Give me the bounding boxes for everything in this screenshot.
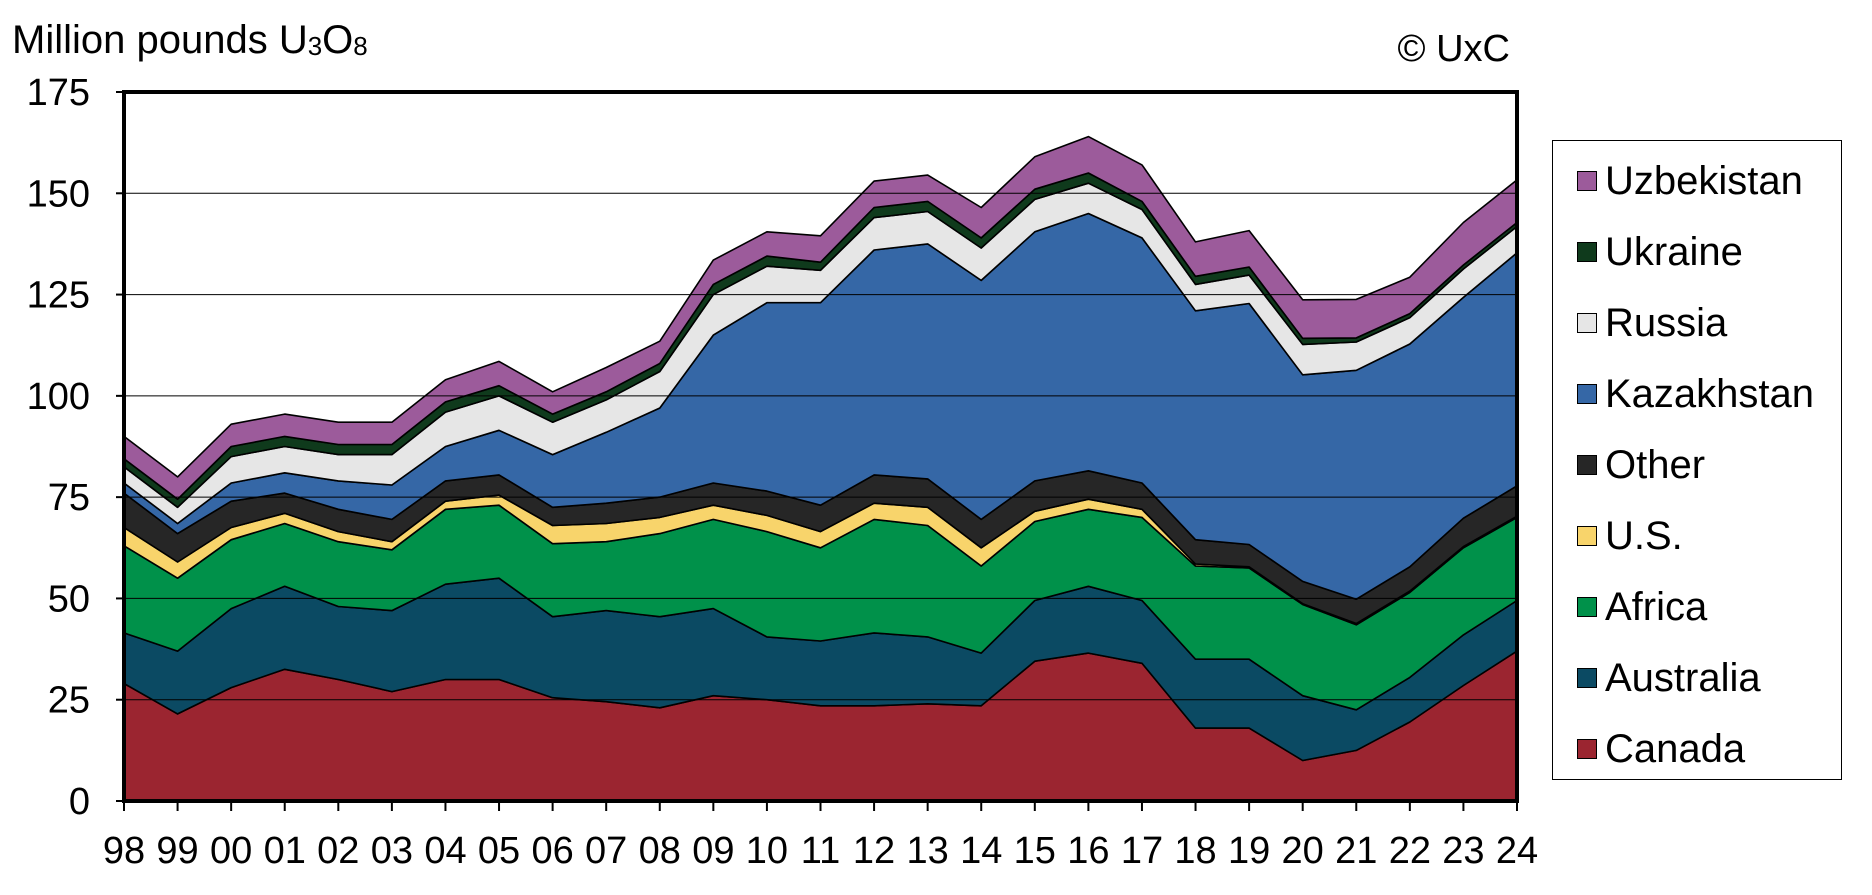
legend-item-other: Other bbox=[1577, 435, 1705, 495]
copyright-notice: © UxC bbox=[1397, 28, 1510, 70]
x-tick-label: 20 bbox=[1282, 830, 1324, 872]
legend-swatch bbox=[1577, 597, 1597, 617]
y-tick-label: 150 bbox=[27, 173, 90, 215]
legend-item-russia: Russia bbox=[1577, 293, 1727, 353]
legend-swatch bbox=[1577, 739, 1597, 759]
legend-swatch bbox=[1577, 313, 1597, 333]
gridlines bbox=[124, 192, 1517, 701]
x-tick-label: 22 bbox=[1389, 830, 1431, 872]
y-axis-label: Million pounds U3O8 bbox=[12, 18, 368, 63]
x-tick-label: 99 bbox=[156, 830, 198, 872]
legend-swatch bbox=[1577, 668, 1597, 688]
x-tick-label: 07 bbox=[585, 830, 627, 872]
legend-label: Africa bbox=[1605, 584, 1708, 629]
y-axis-label-sub-2: 8 bbox=[353, 31, 368, 61]
legend-label: Kazakhstan bbox=[1605, 371, 1815, 416]
x-tick-label: 04 bbox=[424, 830, 466, 872]
x-tick-label: 08 bbox=[639, 830, 681, 872]
y-tick-label: 0 bbox=[69, 781, 90, 823]
legend-label: Canada bbox=[1605, 726, 1746, 771]
legend-item-canada: Canada bbox=[1577, 719, 1745, 779]
plot-frame bbox=[122, 90, 1519, 803]
legend-swatch bbox=[1577, 171, 1597, 191]
legend-label: Ukraine bbox=[1605, 229, 1743, 274]
y-tick-label: 25 bbox=[48, 680, 90, 722]
legend-label: Uzbekistan bbox=[1605, 158, 1803, 203]
x-tick-label: 21 bbox=[1335, 830, 1377, 872]
x-tick-label: 19 bbox=[1228, 830, 1270, 872]
legend-label: Russia bbox=[1605, 300, 1728, 345]
x-axis-ticks: 98 99 00 01 02 03 04 05 06 07 08 09 10 11 12 13 14 15 16 17… bbox=[103, 801, 1538, 872]
legend-item-australia: Australia bbox=[1577, 648, 1761, 708]
x-tick-label: 05 bbox=[478, 830, 520, 872]
x-tick-label: 23 bbox=[1442, 830, 1484, 872]
y-tick-label: 100 bbox=[27, 376, 90, 418]
legend-item-ukraine: Ukraine bbox=[1577, 222, 1743, 282]
x-tick-label: 17 bbox=[1121, 830, 1163, 872]
y-tick-label: 75 bbox=[48, 477, 90, 519]
legend-swatch bbox=[1577, 455, 1597, 475]
legend-swatch bbox=[1577, 384, 1597, 404]
x-tick-label: 16 bbox=[1067, 830, 1109, 872]
x-tick-label: 01 bbox=[264, 830, 306, 872]
legend: Uzbekistan Ukraine Russia Kazakhstan Other U.… bbox=[1552, 140, 1842, 780]
x-tick-label: 06 bbox=[531, 830, 573, 872]
x-tick-label: 03 bbox=[371, 830, 413, 872]
x-tick-label: 24 bbox=[1496, 830, 1538, 872]
x-tick-label: 13 bbox=[907, 830, 949, 872]
legend-label: U.S. bbox=[1605, 513, 1683, 558]
area-layers bbox=[123, 135, 1518, 802]
y-tick-label: 125 bbox=[27, 275, 90, 317]
legend-swatch bbox=[1577, 242, 1597, 262]
x-tick-label: 12 bbox=[853, 830, 895, 872]
legend-swatch bbox=[1577, 526, 1597, 546]
x-tick-label: 14 bbox=[960, 830, 1002, 872]
y-axis-label-mid: O bbox=[322, 18, 354, 62]
y-axis-label-sub-1: 3 bbox=[307, 31, 323, 61]
legend-item-uzbekistan: Uzbekistan bbox=[1577, 151, 1803, 211]
x-tick-label: 09 bbox=[692, 830, 734, 872]
legend-label: Australia bbox=[1605, 655, 1761, 700]
x-tick-label: 10 bbox=[746, 830, 788, 872]
x-tick-label: 15 bbox=[1014, 830, 1056, 872]
x-tick-label: 02 bbox=[317, 830, 359, 872]
x-tick-label: 98 bbox=[103, 830, 145, 872]
x-tick-label: 18 bbox=[1174, 830, 1216, 872]
y-axis-label-text: Million pounds U bbox=[12, 18, 308, 62]
y-axis-ticks: 0 25 50 75 100 125 150 175 bbox=[27, 72, 124, 823]
legend-item-kazakhstan: Kazakhstan bbox=[1577, 364, 1814, 424]
legend-item-africa: Africa bbox=[1577, 577, 1707, 637]
legend-label: Other bbox=[1605, 442, 1706, 487]
x-tick-label: 11 bbox=[801, 830, 840, 872]
y-tick-label: 50 bbox=[48, 578, 90, 620]
x-tick-label: 00 bbox=[210, 830, 252, 872]
legend-item-u-s: U.S. bbox=[1577, 506, 1683, 566]
y-tick-label: 175 bbox=[27, 72, 90, 114]
